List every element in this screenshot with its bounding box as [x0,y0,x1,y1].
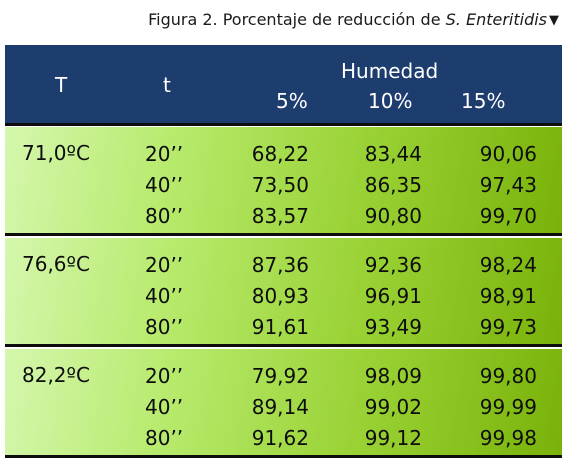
table-row: 80’’ 83,57 90,80 99,70 [5,201,562,232]
table-group: 82,2ºC 20’’ 79,92 98,09 99,80 40’’ 89,14… [5,349,562,458]
cell-15pct: 90,06 [479,142,537,166]
cell-15pct: 99,98 [479,426,537,450]
group-temperature: 82,2ºC [22,363,90,387]
cell-5pct: 91,61 [251,315,309,339]
header-humidity-10: 10% [368,89,413,113]
table-group: 76,6ºC 20’’ 87,36 92,36 98,24 40’’ 80,93… [5,238,562,347]
cell-15pct: 99,99 [479,395,537,419]
cell-15pct: 98,91 [479,284,537,308]
cell-5pct: 87,36 [251,253,309,277]
cell-10pct: 99,02 [364,395,422,419]
cell-10pct: 86,35 [364,173,422,197]
cell-15pct: 99,80 [479,364,537,388]
cell-10pct: 96,91 [364,284,422,308]
header-time: t [163,73,171,97]
cell-15pct: 99,73 [479,315,537,339]
cell-15pct: 99,70 [479,204,537,228]
table-row: 80’’ 91,62 99,12 99,98 [5,423,562,454]
cell-5pct: 89,14 [251,395,309,419]
cell-5pct: 83,57 [251,204,309,228]
table-row: 20’’ 79,92 98,09 99,80 [5,361,562,392]
cell-10pct: 90,80 [364,204,422,228]
table-row: 40’’ 73,50 86,35 97,43 [5,170,562,201]
caption-text: Figura 2. Porcentaje de reducción de [148,10,446,29]
cell-time: 40’’ [145,395,184,419]
cell-5pct: 68,22 [251,142,309,166]
cell-5pct: 79,92 [251,364,309,388]
cell-15pct: 97,43 [479,173,537,197]
cell-10pct: 98,09 [364,364,422,388]
table-group: 71,0ºC 20’’ 68,22 83,44 90,06 40’’ 73,50… [5,127,562,236]
figure-caption: Figura 2. Porcentaje de reducción de S. … [148,10,559,29]
caption-species: S. Enteritidis [445,10,547,29]
cell-10pct: 99,12 [364,426,422,450]
table-header: T t Humedad 5% 10% 15% [5,45,562,126]
cell-time: 20’’ [145,364,184,388]
table-row: 40’’ 80,93 96,91 98,91 [5,281,562,312]
cell-10pct: 93,49 [364,315,422,339]
table-row: 40’’ 89,14 99,02 99,99 [5,392,562,423]
cell-15pct: 98,24 [479,253,537,277]
cell-time: 80’’ [145,426,184,450]
cell-10pct: 92,36 [364,253,422,277]
cell-time: 40’’ [145,173,184,197]
cell-5pct: 73,50 [251,173,309,197]
header-temperature: T [55,73,68,97]
cell-5pct: 80,93 [251,284,309,308]
cell-time: 80’’ [145,204,184,228]
cell-time: 40’’ [145,284,184,308]
cell-5pct: 91,62 [251,426,309,450]
group-temperature: 71,0ºC [22,141,90,165]
table-row: 20’’ 68,22 83,44 90,06 [5,139,562,170]
cell-time: 20’’ [145,142,184,166]
cell-10pct: 83,44 [364,142,422,166]
header-humidity-15: 15% [461,89,506,113]
table-row: 20’’ 87,36 92,36 98,24 [5,250,562,281]
header-humidity-5: 5% [276,89,308,113]
cell-time: 20’’ [145,253,184,277]
caption-dropdown-icon[interactable]: ▼ [549,13,559,28]
table-row: 80’’ 91,61 93,49 99,73 [5,312,562,343]
cell-time: 80’’ [145,315,184,339]
header-humidity: Humedad [341,59,439,83]
group-temperature: 76,6ºC [22,252,90,276]
